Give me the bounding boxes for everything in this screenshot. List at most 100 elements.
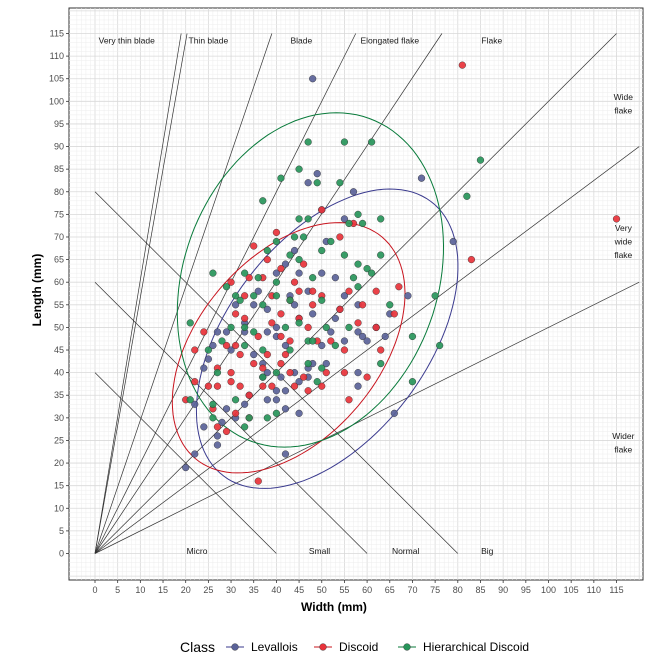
point-discoid (259, 364, 267, 372)
size-line (94, 372, 277, 554)
point-discoid (300, 260, 308, 268)
point-levallois (290, 246, 299, 255)
legend-entry-label: Levallois (251, 640, 298, 654)
region-label: flake (614, 445, 632, 455)
y-tick-label: 45 (54, 345, 64, 355)
point-discoid (227, 378, 235, 386)
point-discoid (336, 305, 344, 313)
region-label: Small (309, 546, 330, 556)
legend: Class Levallois Discoid Hierarchical Discoi… (180, 639, 529, 655)
point-hierarchical-discoid (295, 165, 303, 173)
ratio-line (94, 33, 182, 554)
region-label: Wide (614, 92, 634, 102)
point-levallois (231, 301, 240, 309)
point-hierarchical-discoid (309, 274, 317, 282)
point-discoid (277, 359, 285, 368)
region-label: Thin blade (189, 35, 229, 45)
x-tick-label: 105 (564, 585, 579, 595)
ratio-line (94, 33, 357, 554)
point-discoid (268, 382, 276, 390)
point-hierarchical-discoid (259, 197, 267, 205)
point-discoid (295, 287, 303, 295)
point-hierarchical-discoid (290, 233, 299, 241)
y-tick-label: 0 (59, 549, 64, 559)
point-hierarchical-discoid (281, 323, 290, 332)
point-levallois (263, 396, 271, 404)
legend-title: Class (180, 639, 215, 655)
point-hierarchical-discoid (309, 337, 317, 345)
point-discoid (363, 373, 371, 381)
y-tick-label: 105 (49, 74, 64, 84)
point-discoid (222, 341, 231, 350)
point-discoid (277, 265, 285, 273)
region-label: flake (614, 250, 632, 260)
point-discoid (290, 382, 299, 390)
point-discoid (263, 350, 271, 359)
point-hierarchical-discoid (354, 283, 362, 291)
point-hierarchical-discoid (236, 296, 244, 304)
point-discoid (191, 346, 199, 354)
point-hierarchical-discoid (231, 292, 240, 300)
x-tick-label: 80 (453, 585, 463, 595)
y-tick-label: 60 (54, 277, 64, 287)
point-hierarchical-discoid (241, 423, 249, 431)
ratio-line (94, 33, 617, 554)
y-tick-label: 30 (54, 413, 64, 423)
point-levallois (358, 332, 367, 341)
point-hierarchical-discoid (295, 255, 303, 264)
point-discoid (309, 287, 317, 295)
point-levallois (290, 301, 299, 309)
point-hierarchical-discoid (272, 369, 281, 377)
point-discoid (372, 323, 380, 332)
point-hierarchical-discoid (363, 265, 371, 273)
y-tick-label: 115 (50, 29, 64, 39)
point-hierarchical-discoid (318, 246, 326, 255)
point-discoid (245, 274, 253, 282)
point-discoid (254, 477, 262, 485)
point-levallois (281, 405, 290, 413)
plot-panel (68, 7, 644, 581)
region-label: Very thin blade (99, 35, 156, 45)
point-hierarchical-discoid (263, 414, 271, 422)
x-tick-label: 15 (158, 585, 168, 595)
point-levallois (272, 387, 281, 395)
point-discoid (213, 423, 222, 431)
point-hierarchical-discoid (368, 138, 376, 146)
point-levallois (213, 441, 222, 449)
point-levallois (191, 450, 199, 458)
point-hierarchical-discoid (354, 260, 362, 268)
point-levallois (222, 328, 231, 336)
y-tick-label: 35 (54, 390, 64, 400)
point-levallois (272, 323, 281, 332)
point-hierarchical-discoid (336, 179, 344, 187)
point-discoid (340, 346, 349, 354)
point-hierarchical-discoid (345, 219, 353, 228)
point-levallois (218, 418, 226, 426)
point-hierarchical-discoid (286, 251, 294, 259)
x-tick-label: 110 (587, 585, 601, 595)
y-tick-label: 20 (54, 458, 64, 468)
point-hierarchical-discoid (250, 292, 258, 300)
point-levallois (327, 328, 335, 336)
point-hierarchical-discoid (408, 378, 417, 386)
point-hierarchical-discoid (259, 373, 267, 381)
region-label: Flake (481, 35, 502, 45)
point-hierarchical-discoid (222, 283, 231, 291)
point-hierarchical-discoid (250, 328, 258, 336)
point-hierarchical-discoid (377, 359, 385, 368)
point-discoid (250, 242, 258, 250)
point-hierarchical-discoid (263, 246, 271, 255)
point-hierarchical-discoid (186, 396, 194, 404)
point-discoid (281, 350, 290, 359)
point-hierarchical-discoid (368, 269, 376, 277)
point-levallois (363, 337, 371, 345)
axes: 0 5 10 15 20 25 30 35 40 45 50 55 60 65 70 75 80 85 90 95 10… (49, 29, 624, 595)
point-levallois (277, 373, 285, 381)
point-levallois (263, 328, 271, 336)
x-tick-label: 60 (362, 585, 372, 595)
point-discoid (236, 350, 244, 359)
y-tick-label: 25 (54, 435, 64, 445)
x-axis-title: Width (mm) (301, 600, 367, 614)
point-levallois (309, 75, 317, 83)
